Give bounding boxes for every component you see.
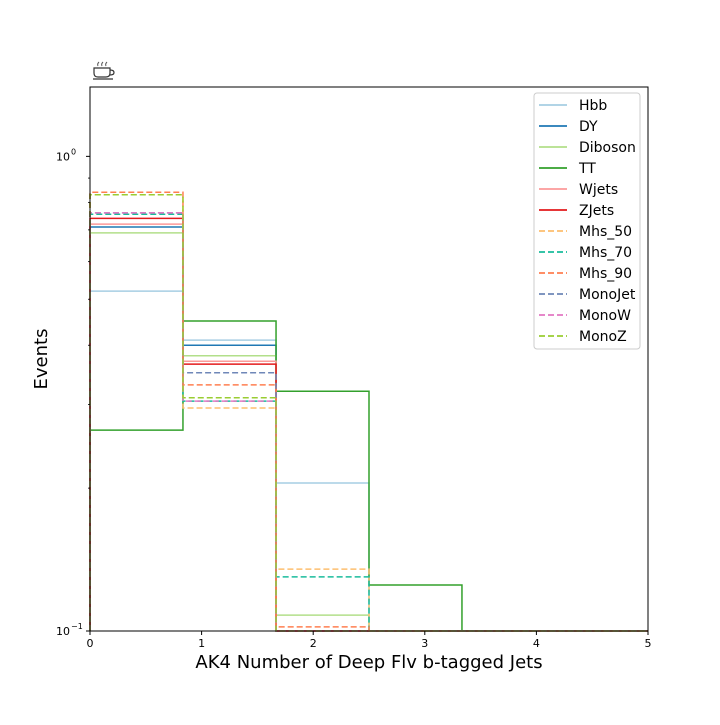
legend-label: Mhs_70 (579, 245, 632, 261)
plot-frame (89, 86, 649, 632)
y-tick-exponent: −1 (71, 622, 83, 631)
x-axis: 0 1 2 3 4 5 (87, 631, 652, 650)
x-tick-label: 3 (421, 637, 428, 650)
legend-box (533, 92, 641, 350)
legend: Hbb DY Diboson TT Wjets ZJets Mhs_50 Mhs_70 Mhs_… (533, 92, 641, 350)
x-tick-label: 1 (198, 637, 205, 650)
x-tick-label: 5 (645, 637, 652, 650)
y-axis-title: Events (31, 329, 52, 390)
legend-label: MonoW (579, 308, 631, 324)
legend-label: Diboson (579, 140, 636, 156)
legend-label: ZJets (579, 203, 614, 219)
x-axis-title: AK4 Number of Deep Flv b-tagged Jets (195, 652, 542, 673)
coffee-cup-icon (93, 61, 115, 80)
legend-label: Hbb (579, 98, 607, 114)
legend-label: Mhs_90 (579, 266, 632, 282)
x-tick-label: 0 (87, 637, 94, 650)
legend-label: Wjets (579, 182, 618, 198)
legend-label: MonoJet (579, 287, 636, 303)
legend-label: MonoZ (579, 329, 627, 345)
x-tick-label: 2 (310, 637, 317, 650)
y-tick-label: 10 (56, 150, 70, 163)
legend-label: TT (578, 161, 596, 177)
y-tick-label: 10 (56, 625, 70, 638)
legend-label: DY (579, 119, 598, 135)
y-tick-exponent: 0 (71, 147, 76, 156)
legend-label: Mhs_50 (579, 224, 632, 240)
x-tick-label: 4 (533, 637, 540, 650)
